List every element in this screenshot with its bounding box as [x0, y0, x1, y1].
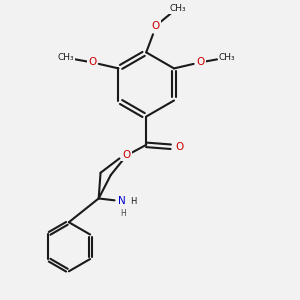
- Text: CH₃: CH₃: [218, 52, 235, 62]
- Text: O: O: [122, 150, 131, 161]
- Text: O: O: [88, 57, 96, 68]
- Text: O: O: [175, 142, 183, 152]
- Text: N: N: [118, 196, 126, 206]
- Text: H: H: [120, 209, 126, 218]
- Text: O: O: [152, 21, 160, 31]
- Text: CH₃: CH₃: [169, 4, 186, 13]
- Text: CH₃: CH₃: [57, 52, 74, 62]
- Text: H: H: [130, 197, 137, 206]
- Text: O: O: [196, 57, 205, 68]
